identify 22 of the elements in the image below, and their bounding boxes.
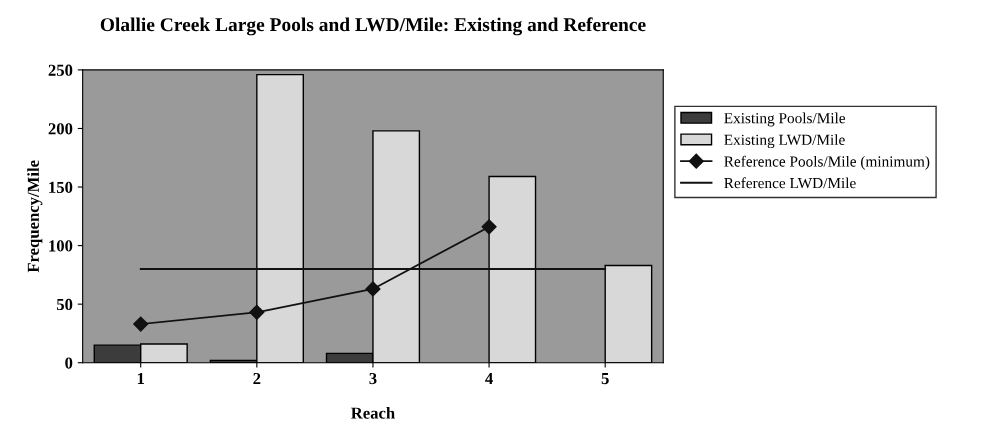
point bbox=[249, 304, 265, 320]
y-tick-label: 250 bbox=[48, 64, 73, 76]
legend-label: Existing Pools/Mile bbox=[724, 112, 846, 127]
y-tick-label: 200 bbox=[48, 123, 73, 135]
x-tick-label: 2 bbox=[253, 372, 261, 384]
y-tick-label: 150 bbox=[49, 181, 73, 193]
point bbox=[133, 316, 149, 332]
legend-label: Existing LWD/Mile bbox=[724, 134, 845, 149]
y-tick-label: 0 bbox=[65, 357, 73, 369]
legend-label: Reference Pools/Mile (minimum) bbox=[724, 155, 930, 170]
y-axis-title: Frequency/Mile bbox=[27, 160, 43, 273]
point bbox=[481, 219, 497, 235]
chart-title: Olallie Creek Large Pools and LWD/Mile: Existing and Reference bbox=[100, 17, 646, 36]
x-tick-label: 5 bbox=[601, 373, 609, 385]
x-tick-label: 4 bbox=[485, 373, 493, 384]
y-tick-label: 50 bbox=[56, 298, 73, 311]
point bbox=[365, 281, 381, 297]
y-tick-label: 100 bbox=[49, 240, 73, 252]
legend-label: Reference LWD/Mile bbox=[724, 177, 856, 189]
x-tick-label: 1 bbox=[137, 372, 145, 384]
x-axis-title: Reach bbox=[351, 406, 395, 419]
x-tick-label: 3 bbox=[369, 372, 377, 385]
